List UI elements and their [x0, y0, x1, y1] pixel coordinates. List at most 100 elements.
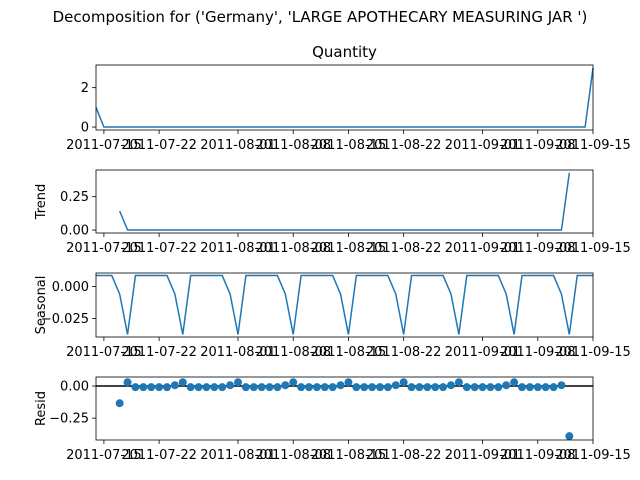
axes-frame	[95, 64, 594, 131]
resid-point	[478, 383, 487, 392]
x-tick-label: 2011-09-08	[500, 448, 576, 463]
y-tick-label: 0.00	[60, 380, 89, 395]
resid-point	[320, 383, 329, 392]
resid-point	[210, 383, 219, 392]
resid-point	[439, 383, 448, 392]
resid-point	[376, 383, 384, 392]
resid-point	[289, 378, 298, 387]
resid-point	[202, 383, 211, 392]
resid-point	[525, 383, 534, 392]
series-line	[95, 67, 594, 128]
y-tick-label: 0.000	[52, 280, 89, 295]
x-tick-label: 2011-09-01	[445, 345, 521, 360]
resid-point	[218, 383, 227, 392]
y-axis-label: Seasonal	[34, 276, 49, 335]
resid-point	[352, 383, 361, 392]
x-tick-label: 2011-09-15	[555, 345, 631, 360]
x-tick-label: 2011-08-08	[255, 345, 331, 360]
resid-point	[163, 383, 171, 392]
resid-point	[194, 383, 203, 392]
resid-point	[344, 378, 353, 387]
resid-point	[155, 383, 164, 392]
resid-point	[297, 383, 306, 392]
resid-point	[557, 381, 566, 390]
x-tick-label: 2011-08-22	[366, 241, 442, 256]
x-tick-label: 2011-07-15	[66, 138, 142, 153]
resid-point	[486, 383, 495, 392]
resid-point	[415, 383, 424, 392]
resid-point	[541, 383, 550, 392]
axes-frame	[95, 376, 594, 441]
resid-point	[565, 432, 574, 441]
resid-point	[312, 383, 321, 392]
x-tick-label: 2011-08-22	[366, 448, 442, 463]
resid-point	[328, 383, 337, 392]
x-tick-label: 2011-08-15	[311, 241, 387, 256]
y-tick-label: −0.025	[41, 312, 89, 327]
series-line	[96, 274, 593, 335]
x-tick-label: 2011-07-22	[121, 241, 197, 256]
resid-point	[170, 381, 179, 390]
x-tick-label: 2011-09-08	[500, 138, 576, 153]
x-tick-label: 2011-08-08	[255, 138, 331, 153]
panel-title: Quantity	[312, 43, 377, 61]
resid-point	[273, 383, 282, 392]
x-tick-label: 2011-07-15	[66, 448, 142, 463]
axes-frame	[95, 272, 594, 338]
resid-point	[336, 381, 345, 390]
x-tick-label: 2011-07-22	[121, 345, 197, 360]
x-tick-label: 2011-09-15	[555, 448, 631, 463]
resid-point	[391, 381, 400, 390]
resid-point	[407, 383, 416, 392]
resid-point	[241, 383, 250, 392]
x-tick-label: 2011-08-08	[255, 448, 331, 463]
resid-point	[549, 383, 558, 392]
x-tick-label: 2011-09-01	[445, 448, 521, 463]
x-tick-label: 2011-08-08	[255, 241, 331, 256]
resid-point	[281, 381, 290, 390]
y-tick-label: −0.25	[49, 412, 89, 427]
resid-point	[234, 378, 242, 387]
resid-point	[470, 383, 479, 392]
x-tick-label: 2011-09-01	[445, 241, 521, 256]
x-tick-label: 2011-07-22	[121, 138, 197, 153]
x-tick-label: 2011-08-15	[311, 138, 387, 153]
resid-point	[462, 383, 471, 392]
resid-point	[257, 383, 266, 392]
resid-point	[186, 383, 195, 392]
x-tick-label: 2011-08-01	[200, 138, 276, 153]
series-line	[118, 172, 571, 231]
resid-point	[305, 383, 313, 392]
resid-point	[423, 383, 432, 392]
x-tick-label: 2011-08-01	[200, 241, 276, 256]
resid-point	[533, 383, 542, 392]
resid-point	[123, 378, 132, 387]
x-tick-label: 2011-09-08	[500, 241, 576, 256]
resid-point	[131, 383, 140, 392]
resid-point	[249, 383, 258, 392]
resid-point	[494, 383, 503, 392]
resid-point	[518, 383, 526, 392]
resid-point	[115, 399, 124, 408]
x-tick-label: 2011-08-01	[200, 448, 276, 463]
x-tick-label: 2011-08-22	[366, 345, 442, 360]
x-tick-label: 2011-09-01	[445, 138, 521, 153]
x-tick-label: 2011-08-15	[311, 345, 387, 360]
x-tick-label: 2011-09-08	[500, 345, 576, 360]
resid-point	[360, 383, 369, 392]
resid-point	[502, 381, 511, 390]
x-tick-label: 2011-09-15	[555, 138, 631, 153]
x-tick-label: 2011-08-01	[200, 345, 276, 360]
x-tick-label: 2011-08-22	[366, 138, 442, 153]
y-tick-label: 2	[81, 81, 89, 96]
resid-point	[139, 383, 148, 392]
axes-frame	[95, 169, 594, 234]
x-tick-label: 2011-08-15	[311, 448, 387, 463]
resid-point	[454, 378, 463, 387]
y-tick-label: 0.25	[60, 190, 89, 205]
resid-point	[147, 383, 156, 392]
